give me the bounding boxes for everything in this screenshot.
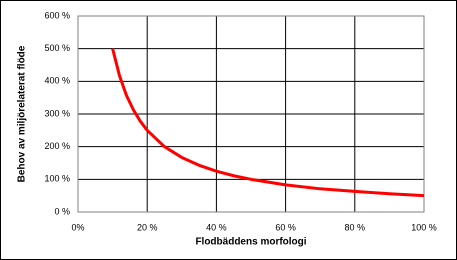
x-tick-label: 40 % (206, 222, 227, 232)
y-tick-label: 500 % (44, 43, 70, 53)
y-tick-label: 600 % (44, 10, 70, 20)
y-tick-label: 200 % (44, 141, 70, 151)
x-tick-label: 60 % (275, 222, 296, 232)
x-tick-label: 20 % (137, 222, 158, 232)
data-line (111, 48, 425, 198)
x-tick-label: 100 % (411, 222, 437, 232)
y-axis-title: Behov av miljörelaterat flöde (17, 45, 28, 182)
y-tick-label: 100 % (44, 174, 70, 184)
x-tick-label: 80 % (345, 222, 366, 232)
y-tick-label: 300 % (44, 108, 70, 118)
y-tick-label: 400 % (44, 76, 70, 86)
y-tick-label: 0 % (54, 206, 70, 216)
plot-border (77, 15, 425, 213)
x-tick-label: 0% (71, 222, 84, 232)
x-axis-title: Flodbäddens morfologi (195, 237, 306, 248)
